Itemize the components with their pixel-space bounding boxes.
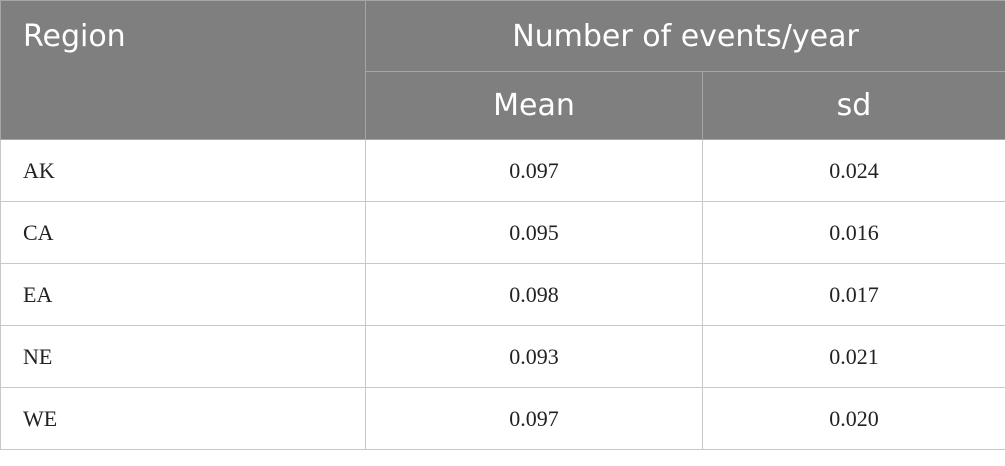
value-cell: 0.021 [702, 325, 1005, 388]
value-cell: 0.020 [702, 387, 1005, 450]
region-cell: WE [0, 387, 366, 450]
table-row: EA 0.098 0.017 [0, 263, 1005, 326]
value-cell: 0.095 [365, 201, 703, 264]
value-cell: 0.097 [365, 139, 703, 202]
table-row: WE 0.097 0.020 [0, 387, 1005, 450]
value-cell: 0.098 [365, 263, 703, 326]
table-body: AK 0.097 0.024 CA 0.095 0.016 EA 0.098 0.017 NE 0.… [0, 139, 1005, 450]
events-table: Region Number of events/year Mean sd AK 0… [0, 0, 1005, 450]
table-row: NE 0.093 0.021 [0, 325, 1005, 388]
value-cell: 0.097 [365, 387, 703, 450]
value-cell: 0.016 [702, 201, 1005, 264]
region-cell: EA [0, 263, 366, 326]
value-cell: 0.024 [702, 139, 1005, 202]
table-row: CA 0.095 0.016 [0, 201, 1005, 264]
value-cell: 0.017 [702, 263, 1005, 326]
header-column: Mean [365, 71, 703, 140]
value-cell: 0.093 [365, 325, 703, 388]
header-group: Number of events/year [365, 0, 1005, 72]
header-region: Region [0, 0, 366, 140]
region-cell: AK [0, 139, 366, 202]
region-cell: NE [0, 325, 366, 388]
region-cell: CA [0, 201, 366, 264]
header-column: sd [702, 71, 1005, 140]
table-row: AK 0.097 0.024 [0, 139, 1005, 202]
